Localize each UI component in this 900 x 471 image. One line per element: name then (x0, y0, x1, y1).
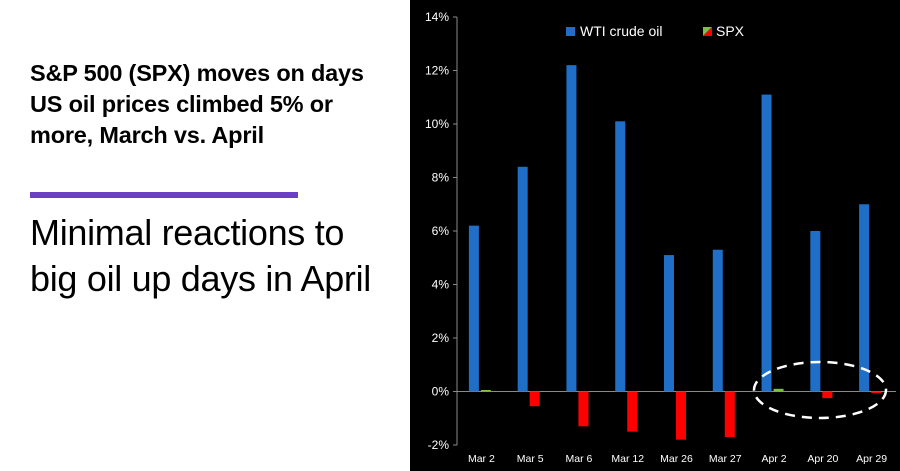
oil-bar (712, 249, 723, 392)
spx-bar (676, 391, 686, 440)
x-tick-label: Apr 20 (807, 453, 838, 465)
y-tick-label: 12% (425, 64, 449, 78)
accent-divider (30, 192, 298, 198)
y-tick-label: 10% (425, 117, 449, 131)
headline: S&P 500 (SPX) moves on days US oil price… (30, 60, 364, 148)
oil-bar (468, 225, 479, 392)
oil-bar (517, 166, 528, 392)
y-tick-label: 14% (425, 10, 449, 24)
oil-bar (664, 255, 674, 392)
y-tick-label: 8% (432, 171, 450, 185)
spx-bar (578, 391, 589, 427)
x-tick-label: Mar 6 (566, 453, 593, 465)
bar-chart: -2% 0% 2% 4% 6% 8% 10% 12% 14% Mar 2 Mar 5 Mar 6 Mar… (425, 10, 896, 465)
spx-bar (871, 391, 882, 393)
y-tick-label: 4% (432, 278, 450, 292)
x-tick-label: Mar 2 (468, 453, 495, 465)
y-tick-label: -2% (428, 438, 450, 452)
legend-swatch-oil (566, 27, 575, 36)
subheadline: Minimal reactions to big oil up days in … (30, 212, 372, 299)
legend-label-oil: WTI crude oil (580, 23, 662, 39)
spx-bar (627, 391, 638, 432)
legend-label-spx: SPX (716, 23, 745, 39)
april-highlight-ellipse (752, 360, 888, 420)
oil-bar (615, 121, 626, 392)
x-tick-label: Mar 27 (709, 453, 742, 465)
x-tick-label: Mar 12 (611, 453, 644, 465)
spx-bar (773, 388, 784, 392)
chart-panel: -2% 0% 2% 4% 6% 8% 10% 12% 14% Mar 2 Mar 5 Mar 6 Mar… (410, 0, 900, 471)
oil-bar (810, 231, 821, 392)
oil-bar (859, 204, 870, 392)
oil-bar (761, 94, 772, 392)
legend-swatch-spx-neg (703, 27, 712, 36)
x-tick-label: Apr 2 (762, 453, 787, 465)
y-tick-label: 2% (432, 331, 450, 345)
y-tick-label: 0% (432, 385, 450, 399)
spx-bar (480, 390, 491, 392)
spx-bar (822, 391, 833, 399)
oil-bar (566, 65, 577, 392)
spx-bar (529, 391, 540, 407)
y-tick-label: 6% (432, 224, 450, 238)
text-panel: S&P 500 (SPX) moves on days US oil price… (0, 0, 410, 471)
x-tick-label: Mar 26 (660, 453, 693, 465)
x-tick-label: Mar 5 (517, 453, 544, 465)
spx-bar (724, 391, 735, 437)
x-tick-label: Apr 29 (856, 453, 887, 465)
